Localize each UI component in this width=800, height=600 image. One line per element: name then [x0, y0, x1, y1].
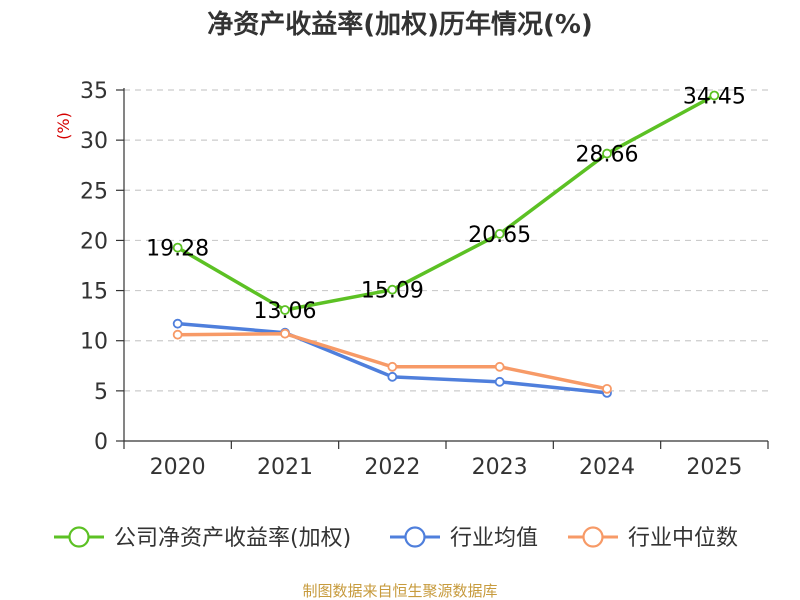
y-tick-label-15: 15: [80, 280, 108, 305]
data-label-2025: 34.45: [683, 85, 746, 110]
legend-item-0: 公司净资产收益率(加权): [54, 526, 351, 551]
data-label-2020: 19.28: [146, 237, 209, 262]
series-1-point-2020: [172, 318, 183, 329]
y-axis-unit-label: (%): [54, 112, 73, 140]
series-line-0: [175, 93, 717, 312]
data-label-2023: 20.65: [468, 223, 531, 248]
x-tick-label-2022: 2022: [364, 455, 420, 480]
x-tick-label-2021: 2021: [257, 455, 313, 480]
legend-swatch-marker-2: [582, 526, 604, 548]
legend-item-1: 行业均值: [390, 526, 538, 551]
series-0-point-2024: [602, 148, 612, 159]
x-tick-label-2025: 2025: [686, 455, 742, 480]
legend-label-1: 行业均值: [450, 526, 538, 551]
grid-lines: [124, 89, 768, 392]
legend-label-0: 公司净资产收益率(加权): [114, 526, 351, 551]
series-0-point-2025: [709, 90, 720, 101]
x-tick-label-2020: 2020: [150, 455, 206, 480]
series-2-point-2024: [602, 383, 612, 394]
y-tick-label-25: 25: [80, 179, 108, 204]
series-2-point-2023: [494, 361, 505, 372]
data-label-2024: 28.66: [576, 143, 639, 168]
legend-item-2: 行业中位数: [568, 526, 738, 551]
series-1-point-2022: [387, 371, 398, 382]
data-label-2022: 15.09: [361, 279, 424, 304]
series-0-point-2021: [280, 305, 290, 315]
series-2-point-2022: [387, 361, 398, 372]
series-2-point-2021: [280, 328, 290, 339]
y-tick-label-30: 30: [80, 129, 108, 154]
series-0-point-2020: [172, 242, 183, 253]
x-tick-label-2024: 2024: [579, 455, 635, 480]
legend-swatch-marker-1: [404, 526, 426, 548]
chart-title: 净资产收益率(加权)历年情况(%): [207, 9, 593, 40]
series-0-point-2022: [387, 284, 398, 295]
y-tick-label-20: 20: [80, 229, 108, 254]
series-2-point-2020: [172, 329, 183, 340]
series-1-point-2023: [494, 376, 505, 387]
data-label-2021: 13.06: [254, 299, 317, 324]
data-labels: 19.28 13.06 15.09 20.65 28.66 34.45: [146, 85, 746, 325]
x-tick-label-2023: 2023: [472, 455, 528, 480]
legend: 公司净资产收益率(加权) 行业均值 行业中位数: [54, 526, 738, 551]
series-0-point-2023: [494, 229, 505, 239]
series-lines: [172, 90, 720, 398]
y-tick-label-5: 5: [94, 380, 108, 405]
source-note: 制图数据来自恒生聚源数据库: [302, 582, 497, 600]
y-tick-label-10: 10: [80, 330, 108, 355]
legend-swatch-marker-0: [68, 526, 90, 548]
legend-label-2: 行业中位数: [628, 526, 738, 551]
y-tick-label-0: 0: [94, 430, 108, 455]
y-tick-label-35: 35: [80, 79, 108, 104]
